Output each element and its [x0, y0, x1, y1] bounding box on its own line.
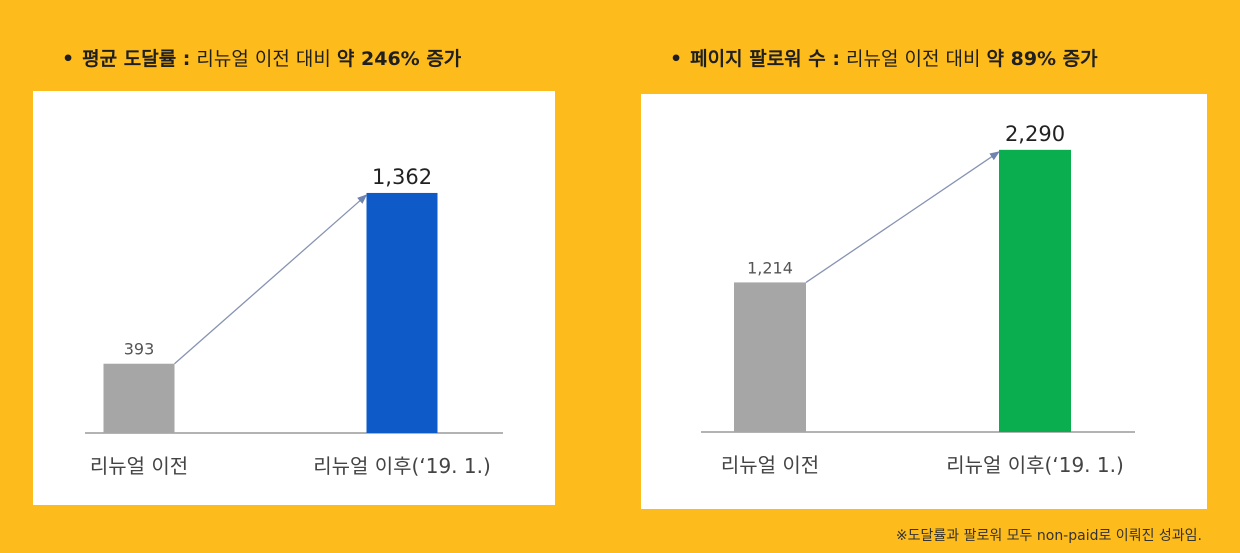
- category-label-1: 리뉴얼 이전: [90, 454, 188, 478]
- bullet-icon: •: [670, 48, 683, 70]
- value-label-1: 1,214: [747, 258, 793, 277]
- chart-panel-followers: 1,214 리뉴얼 이전 2,290 리뉴얼 이후(‘19. 1.): [641, 94, 1207, 509]
- bar-1: [734, 282, 806, 432]
- heading-reach: • 평균 도달률 : 리뉴얼 이전 대비 약 246% 증가: [62, 44, 461, 74]
- heading-change: 약 246% 증가: [336, 48, 462, 70]
- chart-reach: 393 리뉴얼 이전 1,362 리뉴얼 이후(‘19. 1.): [85, 165, 503, 478]
- heading-title: 페이지 팔로워 수 :: [690, 48, 840, 70]
- footnote: ※도달률과 팔로워 모두 non-paid로 이뤄진 성과임.: [895, 528, 1202, 544]
- heading-followers: • 페이지 팔로워 수 : 리뉴얼 이전 대비 약 89% 증가: [670, 44, 1098, 74]
- category-label-2: 리뉴얼 이후(‘19. 1.): [313, 454, 491, 478]
- growth-arrow: [805, 151, 1000, 283]
- bar-2: [366, 192, 438, 433]
- category-label-2: 리뉴얼 이후(‘19. 1.): [946, 453, 1124, 477]
- bar-2: [999, 149, 1071, 432]
- bar-1: [103, 363, 175, 433]
- value-label-1: 393: [124, 340, 155, 359]
- heading-text: 리뉴얼 이전 대비: [190, 48, 337, 70]
- value-label-2: 2,290: [1005, 122, 1065, 146]
- chart-panel-reach: 393 리뉴얼 이전 1,362 리뉴얼 이후(‘19. 1.): [33, 91, 555, 505]
- heading-text: 리뉴얼 이전 대비: [839, 48, 987, 70]
- heading-title: 평균 도달률 :: [82, 48, 191, 70]
- heading-change: 약 89% 증가: [986, 48, 1098, 70]
- category-label-1: 리뉴얼 이전: [721, 453, 819, 477]
- bullet-icon: •: [62, 48, 75, 70]
- value-label-2: 1,362: [372, 165, 432, 189]
- growth-arrow: [174, 194, 368, 365]
- chart-followers: 1,214 리뉴얼 이전 2,290 리뉴얼 이후(‘19. 1.): [701, 122, 1135, 477]
